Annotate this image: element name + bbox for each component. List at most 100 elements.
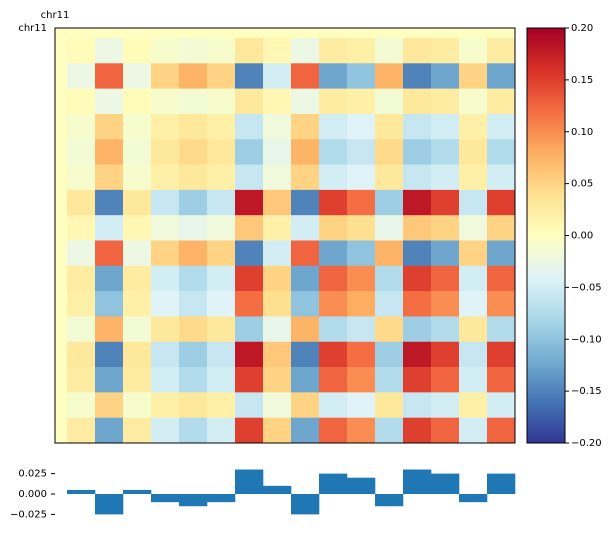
heatmap-cell: [459, 265, 488, 292]
heatmap-cell: [123, 316, 152, 343]
heatmap-cell: [375, 139, 404, 165]
heatmap-cell: [403, 139, 432, 165]
track-bar: [459, 494, 488, 503]
heatmap-cell: [375, 189, 404, 216]
heatmap-cell: [179, 63, 208, 89]
heatmap-cell: [179, 164, 208, 191]
heatmap-cell: [263, 164, 292, 191]
heatmap-cell: [431, 291, 460, 317]
heatmap-cell: [151, 392, 180, 418]
heatmap-cell: [487, 240, 516, 267]
heatmap-cell: [319, 240, 348, 267]
heatmap-cell: [375, 164, 404, 191]
heatmap-cell: [431, 265, 460, 292]
heatmap-cell: [263, 265, 292, 292]
heatmap-cell: [487, 189, 516, 216]
heatmap-cell: [319, 38, 348, 64]
heatmap-cell: [123, 341, 152, 368]
colorbar-tick-label: −0.15: [571, 386, 602, 397]
heatmap-cell: [459, 417, 488, 444]
heatmap-cell: [487, 392, 516, 418]
heatmap-cell: [487, 38, 516, 64]
track-bar: [151, 494, 180, 503]
heatmap-cell: [319, 215, 348, 241]
heatmap-cell: [431, 417, 460, 444]
heatmap-cell: [123, 291, 152, 317]
heatmap-cell: [263, 63, 292, 89]
track-bar: [123, 489, 152, 494]
heatmap-cell: [431, 316, 460, 343]
track-bar: [487, 473, 516, 494]
y-label: chr11: [18, 23, 47, 34]
heatmap-cell: [151, 291, 180, 317]
heatmap-cell: [179, 316, 208, 343]
heatmap-cell: [347, 215, 376, 241]
heatmap-cell: [95, 265, 124, 292]
track-bar: [179, 494, 208, 507]
heatmap-cell: [375, 341, 404, 368]
heatmap-cell: [151, 215, 180, 241]
heatmap-cell: [403, 291, 432, 317]
heatmap-cell: [179, 38, 208, 64]
heatmap-cell: [291, 367, 320, 393]
heatmap-cell: [459, 113, 488, 140]
heatmap-cell: [123, 417, 152, 444]
heatmap-cell: [347, 392, 376, 418]
heatmap-cell: [347, 316, 376, 343]
heatmap-cell: [403, 240, 432, 267]
heatmap-cell: [403, 189, 432, 216]
heatmap-cell: [235, 291, 264, 317]
heatmap-cell: [207, 265, 236, 292]
heatmap-cell: [319, 113, 348, 140]
heatmap-cell: [179, 367, 208, 393]
track-bar: [263, 485, 292, 494]
heatmap-cell: [403, 63, 432, 89]
heatmap-cell: [123, 240, 152, 267]
heatmap-cell: [431, 367, 460, 393]
track-tick-label: 0.000: [18, 489, 47, 500]
heatmap-cell: [123, 189, 152, 216]
track-tick-label: −0.025: [10, 509, 47, 520]
heatmap-cell: [459, 316, 488, 343]
heatmap-cell: [459, 291, 488, 317]
heatmap-cell: [235, 417, 264, 444]
heatmap-cell: [95, 291, 124, 317]
heatmap-cell: [151, 189, 180, 216]
heatmap-cell: [347, 113, 376, 140]
heatmap-cell: [123, 215, 152, 241]
heatmap-cell: [459, 240, 488, 267]
heatmap-cell: [291, 291, 320, 317]
track-bar: [431, 473, 460, 494]
heatmap-cell: [67, 316, 96, 343]
heatmap-cell: [403, 164, 432, 191]
heatmap-cell: [263, 417, 292, 444]
heatmap-cell: [123, 63, 152, 89]
heatmap-cell: [95, 189, 124, 216]
heatmap-cell: [487, 341, 516, 368]
colorbar-tick-label: 0.00: [571, 231, 593, 242]
heatmap-cell: [347, 291, 376, 317]
heatmap-cell: [179, 88, 208, 115]
track-bar: [291, 494, 320, 515]
heatmap-cell: [487, 316, 516, 343]
heatmap-cell: [403, 113, 432, 140]
heatmap-cell: [403, 88, 432, 115]
heatmap-cell: [347, 265, 376, 292]
heatmap-cell: [375, 240, 404, 267]
heatmap-cell: [459, 63, 488, 89]
heatmap-cell: [291, 63, 320, 89]
heatmap-cell: [123, 367, 152, 393]
heatmap-cell: [95, 341, 124, 368]
heatmap-cell: [487, 215, 516, 241]
heatmap-cell: [431, 38, 460, 64]
heatmap-cell: [207, 417, 236, 444]
heatmap-cell: [487, 291, 516, 317]
heatmap-cell: [235, 341, 264, 368]
heatmap-cell: [263, 88, 292, 115]
heatmap-cell: [95, 392, 124, 418]
heatmap-cell: [235, 164, 264, 191]
heatmap-cell: [207, 316, 236, 343]
track-tick-label: 0.025: [18, 469, 47, 480]
heatmap-cell: [347, 240, 376, 267]
heatmap-cell: [403, 392, 432, 418]
